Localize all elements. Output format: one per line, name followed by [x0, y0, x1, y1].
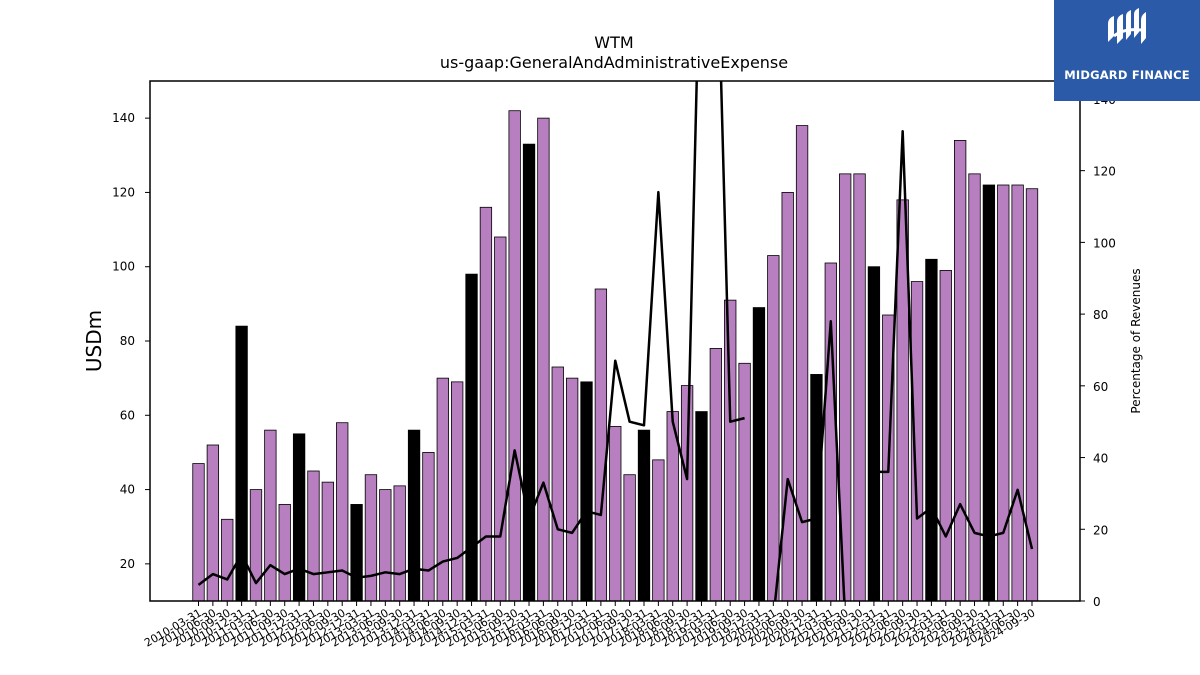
bar [824, 262, 837, 601]
bar [910, 281, 924, 601]
bar [609, 426, 622, 601]
bar [652, 459, 665, 601]
bar [235, 325, 248, 601]
bar [680, 385, 694, 601]
bar [494, 236, 507, 601]
bar [565, 377, 579, 601]
bar [393, 485, 406, 601]
bar [278, 504, 291, 601]
bar [867, 266, 881, 601]
bar [479, 206, 493, 601]
brand-logo: MIDGARD FINANCE [1054, 0, 1200, 101]
bar [336, 422, 349, 601]
bar [321, 481, 334, 601]
bar [551, 366, 564, 601]
bar [407, 429, 421, 601]
bar [451, 381, 464, 601]
bar [896, 199, 909, 601]
bar [623, 474, 636, 601]
y-tick-label: 60 [120, 408, 135, 422]
bar [594, 288, 608, 601]
bar [249, 489, 263, 601]
y2-tick-label: 20 [1093, 523, 1108, 537]
chart-subtitle: us-gaap:GeneralAndAdministrativeExpense [440, 53, 788, 72]
bar [221, 518, 234, 601]
bar [522, 143, 536, 601]
bar-series [192, 110, 1039, 601]
bar [436, 377, 449, 601]
plot-area: 204060801001201400204060801001201402010-… [112, 81, 1116, 650]
y2-tick-label: 60 [1093, 380, 1108, 394]
bar [839, 173, 852, 601]
y-tick-label: 120 [112, 185, 135, 199]
bar [939, 270, 952, 601]
y-tick-label: 80 [120, 334, 135, 348]
bar [781, 192, 794, 601]
y-tick-label: 40 [120, 483, 135, 497]
bar [192, 463, 205, 601]
y2-axis-label: Percentage of Revenues [1129, 268, 1143, 413]
bar [925, 258, 938, 601]
bar [422, 452, 435, 601]
bar [264, 429, 277, 601]
y-axis-label: USDm [82, 310, 106, 372]
y-tick-label: 20 [120, 557, 135, 571]
bar [465, 273, 478, 601]
bar [795, 125, 809, 601]
bar [379, 489, 392, 601]
logo-text: MIDGARD FINANCE [1064, 68, 1190, 82]
y2-tick-label: 40 [1093, 452, 1108, 466]
percentage-line [197, 81, 1034, 601]
bar [364, 474, 378, 601]
bar [709, 348, 722, 601]
y2-tick-label: 0 [1093, 595, 1101, 609]
plot-frame [149, 80, 1081, 602]
chart-title: WTM [594, 33, 633, 52]
bar [1011, 184, 1024, 601]
bar [767, 255, 780, 601]
bar [853, 173, 866, 601]
bar [724, 299, 737, 601]
bar [954, 140, 967, 601]
bar [695, 411, 708, 601]
bar [637, 429, 651, 601]
y2-tick-label: 80 [1093, 308, 1108, 322]
bar [307, 470, 320, 601]
midgard-logo-icon [1108, 8, 1146, 44]
y2-tick-label: 100 [1093, 236, 1116, 250]
bar [982, 184, 996, 601]
bar [752, 307, 766, 601]
bar [1025, 188, 1039, 601]
bar [508, 110, 521, 601]
bar [292, 433, 306, 601]
bar [738, 362, 751, 601]
bar [810, 374, 823, 601]
bar [350, 504, 363, 601]
bar [537, 117, 550, 601]
bar [997, 184, 1010, 601]
y2-tick-label: 120 [1093, 165, 1116, 179]
bar [968, 173, 981, 601]
bar [206, 444, 220, 601]
y-tick-label: 140 [112, 111, 135, 125]
bar [580, 381, 593, 601]
y-tick-label: 100 [112, 260, 135, 274]
